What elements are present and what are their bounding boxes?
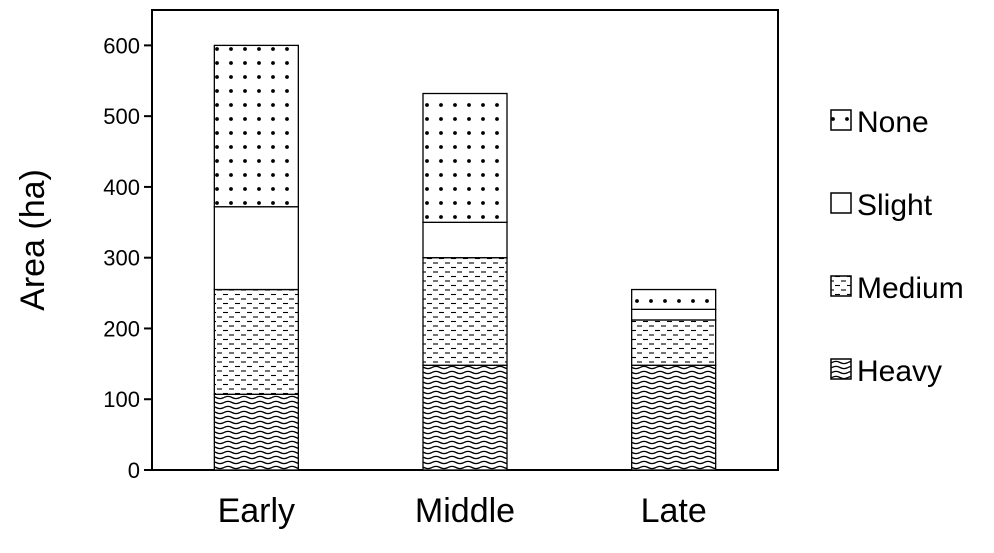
- bar-middle-heavy: [422, 364, 508, 471]
- bar-early-heavy: [213, 393, 299, 471]
- bar-early-none: [213, 44, 299, 208]
- bar-late-slight: [631, 308, 717, 321]
- bar-early-slight: [213, 206, 299, 291]
- y-axis: 0 100 200 300 400 500 600: [103, 33, 152, 483]
- legend-swatch-medium: [830, 275, 852, 297]
- x-tick-label-middle: Middle: [415, 492, 515, 530]
- bar-late-medium: [631, 319, 717, 366]
- bar-middle-none: [422, 92, 508, 223]
- legend-swatch-heavy: [830, 358, 852, 380]
- y-tick-label: 400: [103, 175, 140, 200]
- legend-swatch-none: [830, 109, 852, 131]
- y-tick-label: 0: [128, 458, 140, 483]
- legend-label-medium: Medium: [857, 272, 964, 305]
- y-axis-title: Area (ha): [14, 169, 52, 311]
- x-tick-label-early: Early: [218, 492, 295, 530]
- legend-swatch-slight: [830, 192, 852, 214]
- legend-label-none: None: [857, 106, 929, 139]
- y-tick-label: 200: [103, 316, 140, 341]
- bar-late-none: [631, 288, 717, 311]
- legend-label-heavy: Heavy: [857, 355, 942, 388]
- bar-late-heavy: [631, 364, 717, 471]
- bar-middle-slight: [422, 221, 508, 259]
- y-tick-label: 500: [103, 104, 140, 129]
- x-axis-labels: Early Middle Late: [218, 492, 707, 530]
- legend: None Slight Medium Heavy: [830, 106, 964, 388]
- y-tick-label: 100: [103, 387, 140, 412]
- legend-label-slight: Slight: [857, 189, 933, 222]
- x-tick-label-late: Late: [641, 492, 707, 530]
- bars: [213, 44, 717, 471]
- bar-middle-medium: [422, 257, 508, 366]
- bar-early-medium: [213, 288, 299, 395]
- y-tick-label: 600: [103, 33, 140, 58]
- y-tick-label: 300: [103, 246, 140, 271]
